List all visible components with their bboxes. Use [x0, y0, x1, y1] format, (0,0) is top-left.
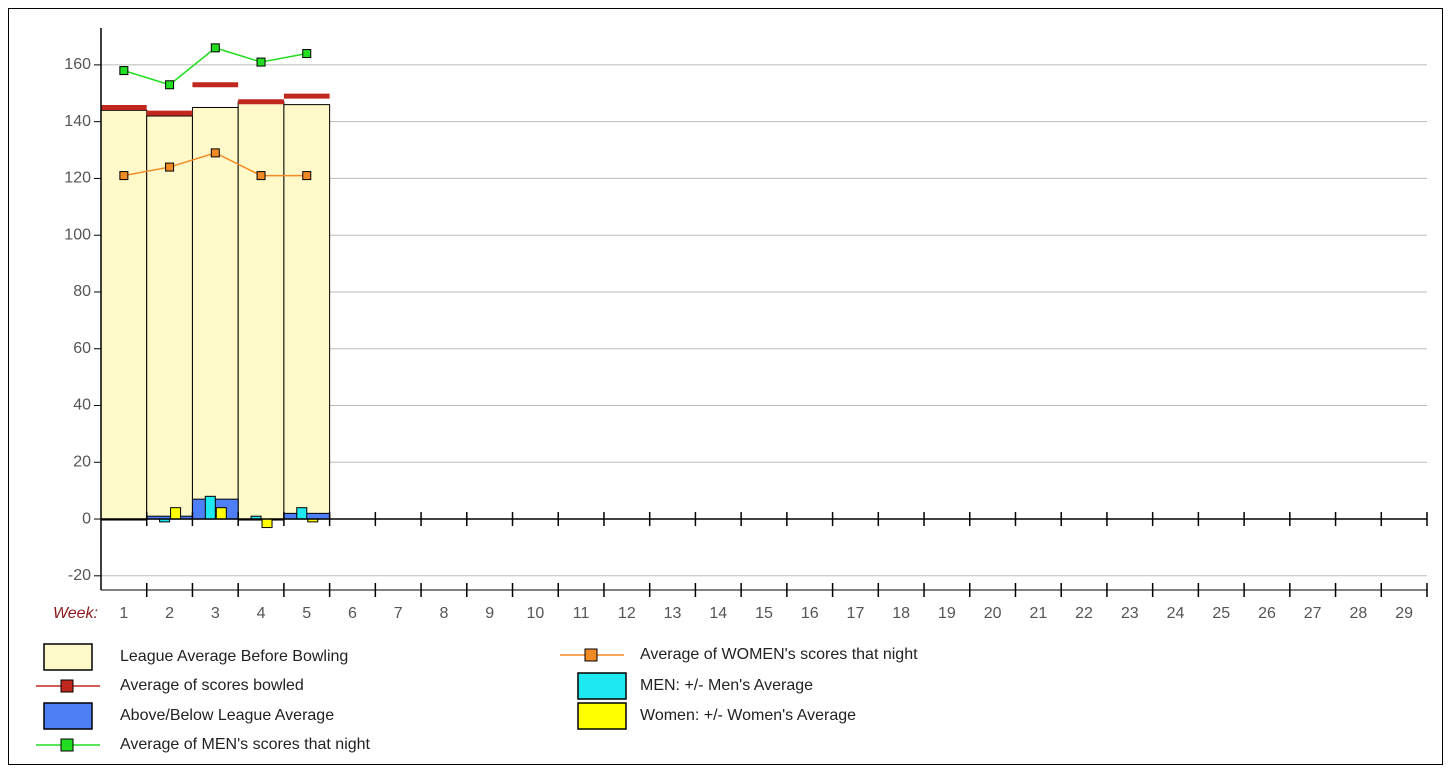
x-tick-label: 18 [892, 605, 910, 622]
legend-marker [60, 679, 74, 693]
x-tick-label: 28 [1350, 605, 1368, 622]
line-marker [165, 162, 175, 172]
x-tick-label: 9 [485, 605, 494, 622]
bar [215, 507, 227, 520]
y-tick-label: 140 [64, 113, 91, 130]
line-marker [302, 171, 312, 181]
x-tick-label: 6 [348, 605, 357, 622]
y-tick-label: 0 [82, 510, 91, 527]
line-marker [256, 171, 266, 181]
bar [283, 104, 331, 520]
y-tick-label: 100 [64, 226, 91, 243]
x-tick-label: 13 [664, 605, 682, 622]
legend-label: Above/Below League Average [120, 707, 334, 724]
legend-swatch [577, 672, 627, 700]
x-tick-label: 14 [709, 605, 727, 622]
x-tick-label: 3 [211, 605, 220, 622]
x-tick-label: 15 [755, 605, 773, 622]
legend-swatch [577, 702, 627, 730]
x-tick-label: 23 [1121, 605, 1139, 622]
line-marker [210, 43, 220, 53]
y-tick-label: 80 [73, 283, 91, 300]
y-tick-label: 120 [64, 170, 91, 187]
bar [296, 507, 308, 520]
legend-label: Women: +/- Women's Average [640, 707, 856, 724]
x-tick-label: 26 [1258, 605, 1276, 622]
legend-label: Average of scores bowled [120, 677, 304, 694]
y-tick-label: 60 [73, 340, 91, 357]
bar [191, 106, 239, 520]
bar [204, 495, 216, 520]
legend-label: League Average Before Bowling [120, 648, 348, 665]
bar [237, 101, 285, 520]
bar [170, 507, 182, 520]
legend-label: Average of MEN's scores that night [120, 736, 371, 753]
x-tick-label: 4 [257, 605, 266, 622]
x-tick-label: 1 [119, 605, 128, 622]
x-tick-label: 27 [1304, 605, 1322, 622]
x-tick-label: 20 [984, 605, 1002, 622]
legend-marker [584, 648, 598, 662]
line-marker [119, 66, 129, 76]
legend-label: Average of WOMEN's scores that night [640, 646, 918, 663]
y-tick-label: 40 [73, 397, 91, 414]
x-tick-label: 25 [1212, 605, 1230, 622]
x-tick-label: 17 [847, 605, 865, 622]
x-tick-label: 19 [938, 605, 956, 622]
y-tick-label: -20 [68, 567, 91, 584]
x-tick-label: 12 [618, 605, 636, 622]
x-tick-label: 10 [526, 605, 544, 622]
bar [146, 115, 193, 520]
bar [261, 518, 273, 529]
x-tick-label: 8 [439, 605, 448, 622]
line-marker [165, 80, 175, 90]
line-marker [302, 49, 312, 59]
line-marker [210, 148, 220, 158]
x-tick-label: 5 [302, 605, 311, 622]
line [123, 47, 307, 86]
x-axis-label: Week: [53, 605, 98, 622]
legend-swatch [43, 643, 93, 671]
x-tick-label: 24 [1167, 605, 1185, 622]
line-marker [119, 171, 129, 181]
y-tick-label: 160 [64, 56, 91, 73]
x-tick-label: 11 [573, 605, 590, 622]
legend-marker [60, 738, 74, 752]
x-tick-label: 7 [394, 605, 403, 622]
x-tick-label: 2 [165, 605, 174, 622]
legend-swatch [43, 702, 93, 730]
line-marker [256, 57, 266, 67]
x-tick-label: 21 [1029, 605, 1047, 622]
x-tick-label: 22 [1075, 605, 1093, 622]
legend-label: MEN: +/- Men's Average [640, 677, 813, 694]
frame [8, 8, 1443, 765]
y-tick-label: 20 [73, 453, 91, 470]
x-tick-label: 16 [801, 605, 819, 622]
x-tick-label: 29 [1395, 605, 1413, 622]
